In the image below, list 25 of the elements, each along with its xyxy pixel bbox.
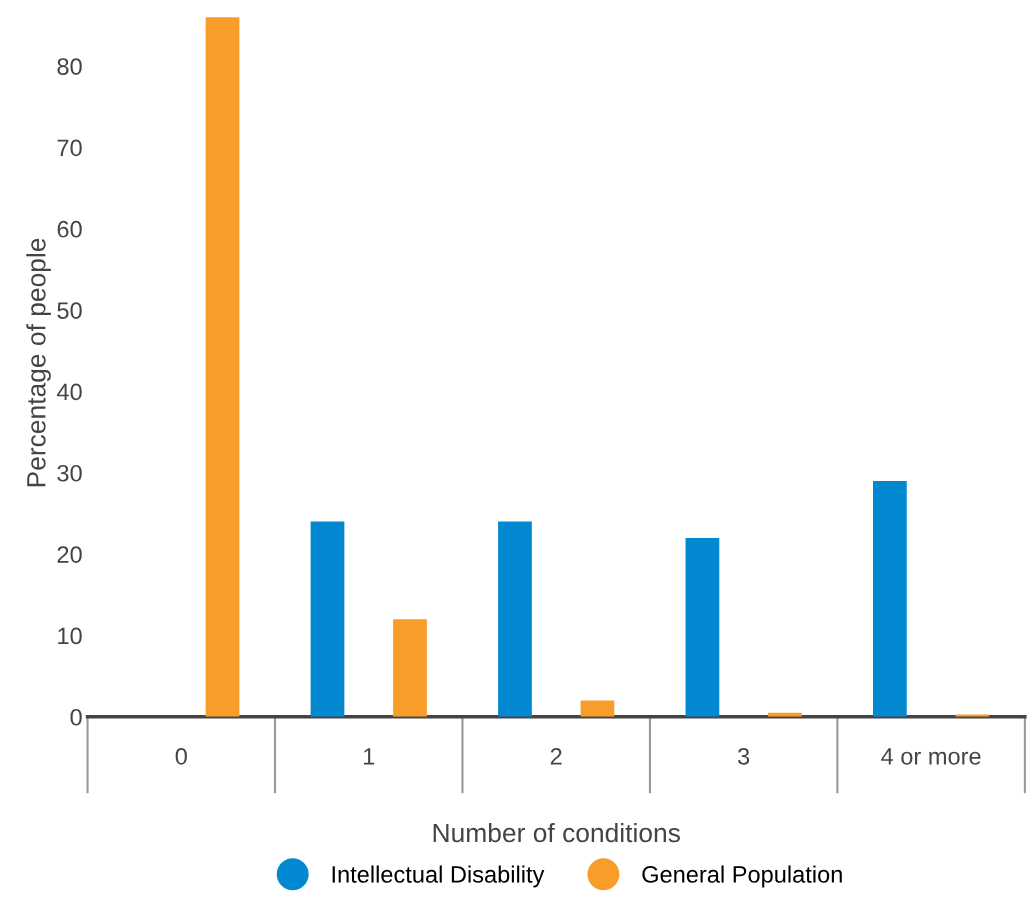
bar: [393, 619, 427, 717]
x-tick-label: 1: [363, 748, 375, 765]
legend-label: General Population: [642, 865, 842, 888]
x-axis-title: Number of conditions: [433, 822, 680, 843]
y-tick-label: 50: [57, 302, 82, 319]
y-tick-label: 30: [57, 464, 82, 482]
bar: [310, 521, 345, 717]
bar: [205, 17, 240, 717]
y-tick-label: 10: [58, 627, 82, 645]
bar: [873, 480, 907, 717]
x-tick-label: 0: [175, 748, 187, 765]
y-tick-label: 40: [56, 383, 82, 401]
x-tick-label: 3: [738, 748, 750, 765]
x-tick-label: 2: [550, 748, 562, 765]
x-tick-label: 4 or more: [881, 748, 981, 765]
y-tick-label: 70: [57, 139, 82, 157]
y-tick-label: 80: [57, 58, 82, 75]
y-tick-label: 20: [57, 546, 82, 563]
y-axis-title: Percentage of people: [26, 238, 51, 487]
legend-label: Intellectual Disability: [332, 865, 545, 888]
y-tick-label: 0: [70, 708, 82, 726]
bar: [498, 521, 532, 717]
bar: [685, 537, 720, 717]
y-tick-label: 60: [57, 220, 82, 238]
bar: [580, 700, 615, 717]
